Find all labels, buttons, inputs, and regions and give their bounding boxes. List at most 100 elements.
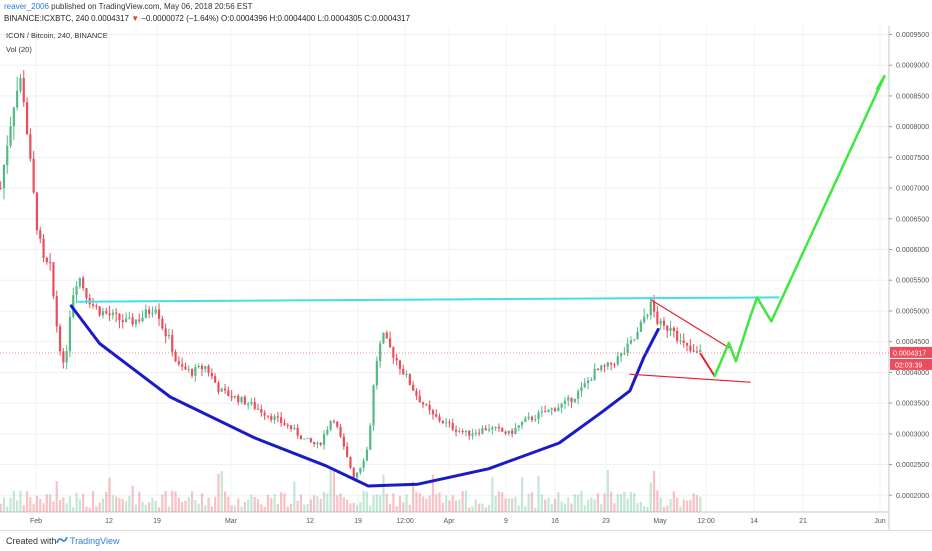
volume-bar bbox=[303, 504, 306, 512]
volume-bar bbox=[289, 503, 293, 512]
candle-body bbox=[560, 403, 563, 408]
volume-bar bbox=[190, 491, 194, 512]
candle-body bbox=[501, 428, 504, 432]
candle-body bbox=[29, 134, 32, 159]
candle-body bbox=[666, 325, 669, 331]
candle-body bbox=[32, 158, 35, 193]
volume-bar bbox=[563, 503, 567, 512]
candle-body bbox=[504, 431, 507, 434]
volume-bar bbox=[230, 505, 233, 512]
volume-bar bbox=[478, 503, 481, 512]
candle-body bbox=[402, 368, 405, 375]
volume-bar bbox=[247, 499, 250, 512]
candle-body bbox=[2, 165, 6, 189]
volume-bar bbox=[544, 499, 547, 512]
volume-bar bbox=[629, 491, 633, 512]
volume-bar bbox=[577, 494, 580, 512]
volume-bar bbox=[164, 490, 167, 512]
candle-body bbox=[276, 416, 279, 418]
y-tick-label: 0.0002000 bbox=[896, 493, 929, 500]
candle-body bbox=[369, 425, 372, 450]
candle-body bbox=[250, 402, 253, 404]
volume-bar bbox=[388, 504, 392, 512]
candle-body bbox=[388, 338, 392, 348]
volume-bar bbox=[471, 506, 474, 512]
candle-body bbox=[283, 423, 286, 425]
volume-bar bbox=[534, 507, 537, 512]
volume-bar bbox=[682, 499, 685, 512]
candle-body bbox=[12, 107, 15, 127]
volume-bar bbox=[553, 498, 557, 512]
volume-bar bbox=[19, 490, 22, 512]
candle-body bbox=[296, 427, 299, 436]
volume-bar bbox=[108, 477, 111, 512]
volume-bar bbox=[511, 498, 514, 512]
candle-body bbox=[567, 397, 570, 401]
price-chart[interactable]: 0.0009500 0.0009000 0.0008500 0.0008000 0.00… bbox=[0, 26, 932, 530]
volume-bar bbox=[194, 500, 197, 512]
volume-bar bbox=[669, 499, 672, 512]
price-change: −0.0000072 (−1.64%) bbox=[141, 14, 219, 23]
volume-bar bbox=[233, 505, 237, 512]
tradingview-brand[interactable]: TradingView bbox=[70, 536, 120, 546]
volume-bar bbox=[280, 492, 283, 512]
candle-body bbox=[164, 328, 167, 337]
candle-body bbox=[514, 427, 517, 434]
volume-bar bbox=[134, 504, 138, 512]
y-tick-label: 0.0008000 bbox=[896, 124, 929, 131]
candle-body bbox=[148, 309, 151, 314]
volume-bar bbox=[42, 503, 45, 512]
candle-body bbox=[243, 396, 246, 405]
created-with-label: Created with bbox=[6, 536, 57, 546]
candle-body bbox=[303, 438, 306, 440]
volume-bar bbox=[39, 499, 42, 512]
candle-body bbox=[425, 404, 428, 406]
volume-bar bbox=[253, 496, 256, 512]
volume-bar bbox=[685, 500, 689, 512]
candle-body bbox=[435, 414, 438, 417]
candle-body bbox=[256, 408, 260, 410]
candle-body bbox=[649, 301, 652, 316]
volume-bar bbox=[6, 506, 9, 512]
candle-body bbox=[557, 407, 560, 412]
volume-bar bbox=[237, 498, 240, 512]
volume-bar bbox=[121, 498, 124, 512]
volume-bar bbox=[243, 502, 246, 512]
volume-bar bbox=[557, 492, 560, 512]
volume-bar bbox=[187, 497, 190, 512]
candle-body bbox=[138, 319, 141, 322]
candle-body bbox=[214, 376, 217, 383]
volume-bar bbox=[342, 497, 345, 512]
candle-body bbox=[398, 360, 402, 369]
x-tick-label: 19 bbox=[354, 518, 362, 525]
volume-bar bbox=[560, 501, 563, 512]
candle-body bbox=[154, 309, 157, 313]
volume-bar bbox=[497, 491, 501, 512]
volume-bar bbox=[369, 505, 372, 512]
volume-bar bbox=[573, 494, 576, 512]
quote-line: BINANCE:ICXBTC, 240 0.0004317 ▼ −0.00000… bbox=[4, 14, 884, 28]
y-tick-label: 0.0005500 bbox=[896, 278, 929, 285]
candle-body bbox=[672, 327, 675, 332]
username-link[interactable]: reaver_2006 bbox=[4, 2, 49, 11]
volume-bar bbox=[405, 494, 408, 512]
candle-body bbox=[319, 442, 322, 445]
candle-body bbox=[586, 380, 590, 384]
candle-body bbox=[260, 409, 263, 413]
volume-bar bbox=[398, 495, 402, 512]
volume-bar bbox=[623, 491, 626, 512]
candle-body bbox=[464, 430, 468, 432]
volume-bar bbox=[395, 506, 398, 512]
candle-body bbox=[82, 277, 85, 289]
volume-bar bbox=[276, 503, 279, 512]
candle-body bbox=[322, 434, 326, 445]
volume-bar bbox=[91, 491, 95, 512]
candle-body bbox=[72, 295, 75, 317]
candle-body bbox=[22, 77, 25, 103]
volume-bar bbox=[438, 492, 441, 512]
candle-body bbox=[141, 317, 144, 322]
volume-bar bbox=[520, 477, 524, 512]
volume-bar bbox=[517, 505, 520, 512]
candle-body bbox=[448, 422, 451, 424]
candle-body bbox=[16, 90, 19, 108]
